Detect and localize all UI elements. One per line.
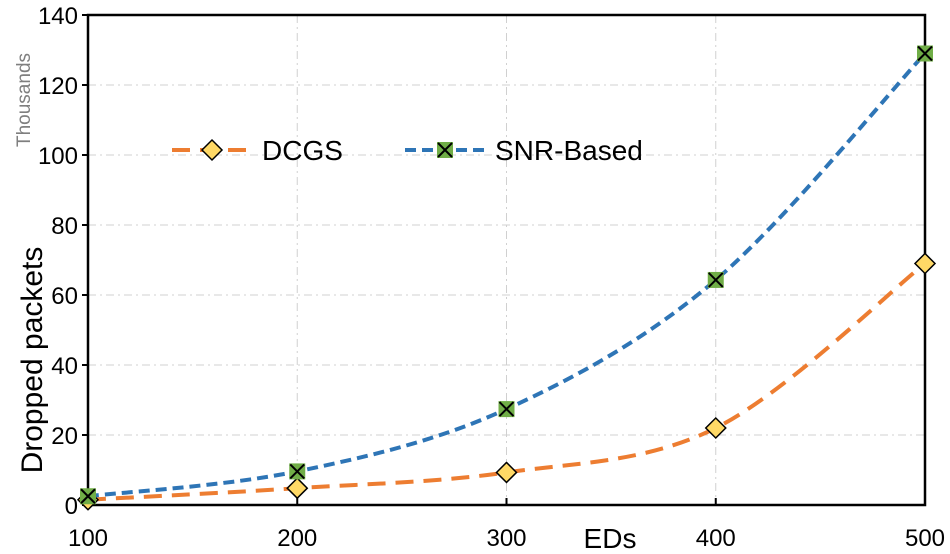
x-axis-label: EDs bbox=[584, 523, 637, 554]
x-tick-label: 300 bbox=[486, 525, 526, 552]
y-tick-label: 0 bbox=[65, 493, 78, 520]
diamond-marker bbox=[286, 477, 309, 500]
y-tick-label: 20 bbox=[51, 423, 78, 450]
diamond-marker bbox=[913, 252, 937, 275]
x-tick-label: 500 bbox=[905, 525, 945, 552]
x-marker bbox=[708, 272, 724, 288]
diamond-marker bbox=[200, 138, 224, 162]
diamond-marker bbox=[495, 461, 518, 484]
y-unit-label: Thousands bbox=[14, 53, 35, 147]
x-marker bbox=[437, 142, 453, 158]
y-tick-label: 40 bbox=[51, 353, 78, 380]
x-tick-label: 200 bbox=[277, 525, 317, 552]
x-marker bbox=[498, 401, 515, 417]
x-marker bbox=[80, 488, 96, 504]
series-line-snr-based bbox=[87, 52, 927, 499]
x-marker bbox=[289, 463, 305, 480]
y-tick-label: 100 bbox=[38, 143, 78, 170]
y-axis-label: Dropped packets bbox=[16, 247, 49, 474]
x-tick-label: 100 bbox=[68, 525, 108, 552]
y-tick-label: 140 bbox=[38, 3, 78, 30]
legend-label: SNR-Based bbox=[495, 135, 643, 166]
series-line-dcgs bbox=[87, 261, 927, 502]
x-tick-label: 400 bbox=[696, 525, 736, 552]
legend-label: DCGS bbox=[262, 135, 343, 166]
y-tick-label: 80 bbox=[51, 213, 78, 240]
y-tick-label: 60 bbox=[51, 283, 78, 310]
diamond-marker bbox=[704, 416, 727, 440]
x-marker bbox=[917, 45, 933, 62]
y-tick-label: 120 bbox=[38, 73, 78, 100]
